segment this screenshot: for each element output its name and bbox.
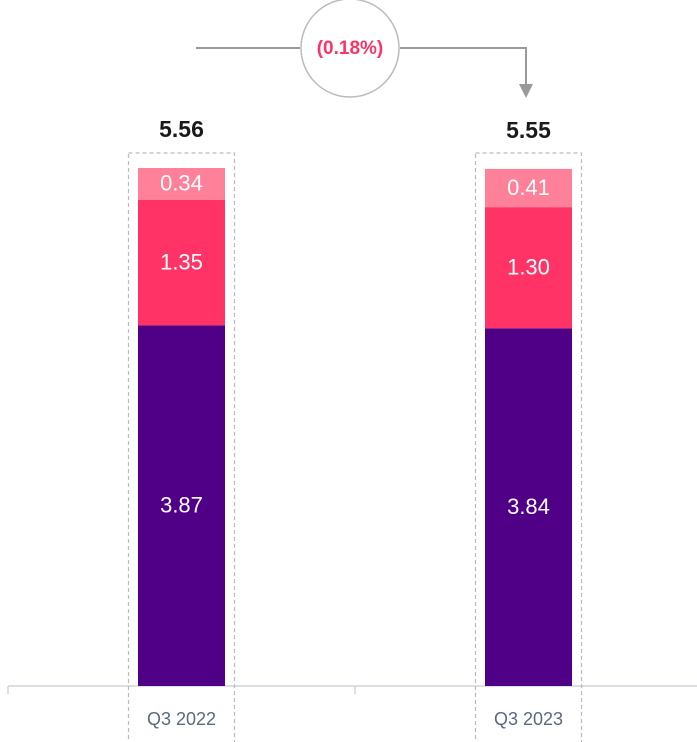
bar-segment [485,328,572,686]
bar-segment [138,167,225,200]
connector [400,47,527,86]
bar-outline [127,152,236,742]
total-label: 5.55 [506,117,551,143]
total-label: 5.56 [159,116,204,142]
data-label: 1.35 [160,249,203,274]
bar-segment [138,325,225,686]
x-tick-label: Q3 2022 [147,709,216,729]
annotation: (0.18%) [317,38,384,59]
data-label: 3.87 [160,493,203,518]
annotation-circle [300,0,400,98]
data-label: 0.41 [507,175,550,200]
data-label: 3.84 [507,494,550,519]
data-label: 1.30 [507,254,550,279]
bar-segment [138,199,225,326]
arrow-head [519,84,533,98]
bar-segment [485,168,572,208]
bar-segment [485,207,572,329]
x-tick-label: Q3 2023 [494,709,563,729]
data-label: 0.34 [160,171,203,196]
bar-outline [474,152,583,742]
